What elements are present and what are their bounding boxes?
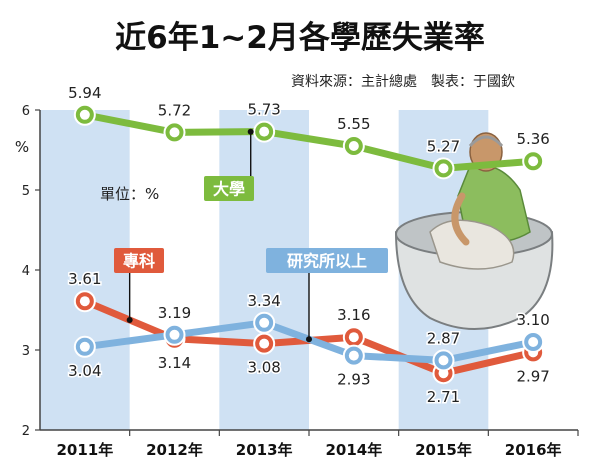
x-tick-label: 2016年 [505, 441, 562, 459]
data-point-center [348, 350, 359, 361]
data-label: 2.93 [337, 371, 370, 389]
data-label: 3.61 [68, 270, 101, 288]
series-name-label: 大學 [213, 180, 245, 199]
x-tick-label: 2014年 [325, 441, 382, 459]
source-note: 資料來源：主計總處 製表：于國欽 [291, 73, 515, 90]
y-tick-label: 2 [22, 424, 30, 439]
data-point-center [348, 141, 359, 151]
data-point-center [79, 109, 90, 120]
y-tick-label: 5 [22, 184, 30, 199]
data-label: 3.19 [158, 304, 191, 322]
callout-box [114, 248, 164, 273]
callout-anchor-dot [126, 317, 133, 323]
y-tick-label: 6 [22, 104, 30, 119]
data-label: 5.94 [68, 84, 101, 102]
chart-title: 近6年1~2月各學歷失業率 [115, 20, 485, 56]
data-point-center [438, 355, 449, 366]
data-point-center [169, 127, 180, 138]
data-label: 3.16 [337, 306, 370, 324]
data-point-center [259, 338, 270, 349]
y-axis-label: % [15, 138, 29, 156]
data-label: 3.14 [158, 354, 191, 372]
series-name-label: 研究所以上 [287, 252, 367, 271]
data-point-center [528, 337, 539, 347]
data-label: 2.71 [427, 388, 460, 406]
data-label: 3.08 [247, 359, 280, 377]
data-label: 3.04 [68, 362, 101, 380]
data-label: 2.87 [427, 329, 460, 347]
data-point-center [169, 329, 180, 340]
series-layer: 5.94 5.72 5.73 5.55 5.27 5.36 3.61 3.14 3.08 3.16… [67, 82, 552, 407]
series-name-label: 專科 [123, 252, 155, 271]
callout-box [266, 248, 388, 273]
x-ticks: 2011年 2012年 2013年 2014年 2015年 2016年 [56, 430, 579, 459]
x-tick-label: 2012年 [146, 441, 203, 459]
callout-anchor-dot [247, 128, 254, 135]
data-label: 5.27 [427, 137, 460, 155]
data-point-center [259, 126, 270, 137]
data-point-center [259, 317, 270, 328]
series-3: 3.04 3.19 3.34 2.93 2.87 3.10 [67, 290, 552, 390]
x-tick-label: 2011年 [56, 441, 113, 459]
y-ticks: 2 3 4 5 6 [22, 104, 40, 439]
data-label: 3.10 [516, 311, 549, 329]
data-label: 2.97 [516, 367, 549, 385]
x-tick-label: 2015年 [415, 441, 472, 459]
person-hair [468, 135, 504, 148]
data-label: 3.34 [247, 292, 280, 310]
person-arm [451, 192, 470, 246]
data-label: 5.73 [247, 101, 280, 119]
callout-box [204, 176, 254, 201]
y-tick-label: 4 [22, 264, 30, 279]
series-1: 5.94 5.72 5.73 5.55 5.27 5.36 [67, 82, 551, 180]
data-label: 5.36 [516, 130, 549, 148]
callout-anchor-dot [306, 336, 312, 343]
series-line [81, 111, 537, 172]
data-point-center [348, 332, 359, 343]
person-in-bowl-illustration [394, 132, 554, 330]
data-point-center [79, 296, 90, 307]
data-point-center [79, 341, 90, 352]
y-tick-label: 3 [22, 344, 30, 359]
unit-label: 單位：% [100, 185, 159, 203]
data-point-center [438, 163, 449, 174]
data-label: 5.72 [158, 101, 191, 119]
x-tick-label: 2013年 [236, 441, 293, 459]
data-label: 5.55 [337, 115, 370, 133]
data-point-center [528, 156, 539, 167]
